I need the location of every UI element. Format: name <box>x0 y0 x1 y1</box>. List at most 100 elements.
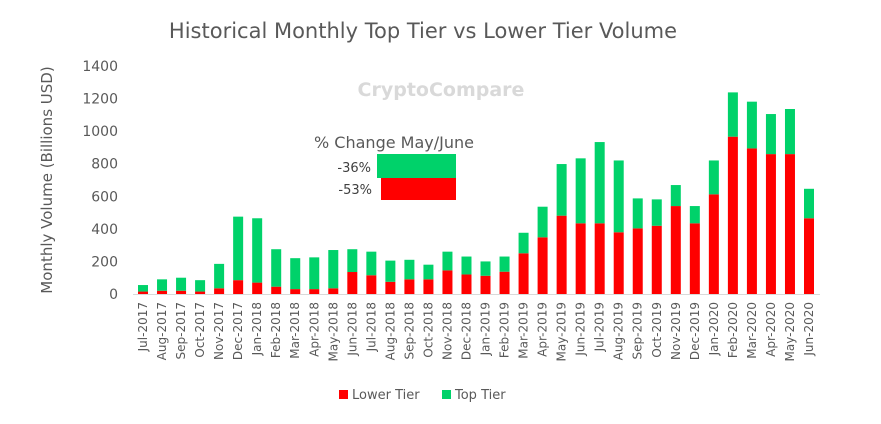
bar-top-tier <box>499 256 510 272</box>
bar-top-tier <box>727 92 738 137</box>
x-tick-label: Jan-2020 <box>707 302 721 356</box>
x-tick-label: Sep-2018 <box>402 302 416 360</box>
y-tick-label: 200 <box>91 254 118 270</box>
bar-lower-tier <box>290 289 301 294</box>
bar-lower-tier <box>442 270 453 294</box>
bar-lower-tier <box>746 148 757 294</box>
bar-lower-tier <box>309 289 320 294</box>
y-tick-label: 1400 <box>82 59 118 75</box>
y-tick-label: 1000 <box>82 124 118 140</box>
bar-lower-tier <box>689 223 700 294</box>
bar-lower-tier <box>651 225 662 294</box>
x-tick-label: May-2020 <box>783 302 797 361</box>
bar-top-tier <box>537 206 548 238</box>
x-tick-label: Nov-2019 <box>669 302 683 360</box>
x-tick-label: May-2019 <box>555 302 569 361</box>
bar-lower-tier <box>480 275 491 294</box>
bar-top-tier <box>157 279 168 291</box>
y-tick-label: 0 <box>109 287 118 303</box>
y-tick-label: 800 <box>91 157 118 173</box>
bar-lower-tier <box>556 215 567 294</box>
bar-top-tier <box>252 218 263 283</box>
bar-top-tier <box>290 258 301 290</box>
x-tick-label: Aug-2019 <box>612 302 626 360</box>
bar-lower-tier <box>347 272 358 294</box>
x-tick-label: Jul-2019 <box>593 302 607 352</box>
legend: Lower Tier Top Tier <box>339 388 506 403</box>
bar-lower-tier <box>632 228 643 294</box>
bar-lower-tier <box>670 206 681 294</box>
bar-lower-tier <box>461 274 472 294</box>
bar-lower-tier <box>594 223 605 294</box>
legend-swatch-lower-tier <box>339 390 348 399</box>
bar-lower-tier <box>537 237 548 294</box>
x-tick-label: Nov-2018 <box>440 302 454 360</box>
x-tick-label: Mar-2018 <box>288 302 302 359</box>
bar-top-tier <box>746 101 757 149</box>
bar-lower-tier <box>252 282 263 294</box>
bar-top-tier <box>138 285 148 292</box>
bar-top-tier <box>347 249 358 273</box>
bar-top-tier <box>461 256 472 275</box>
bar-lower-tier <box>157 290 168 294</box>
bar-top-tier <box>195 280 206 292</box>
bar-lower-tier <box>233 280 244 294</box>
bar-lower-tier <box>784 154 795 294</box>
bar-lower-tier <box>708 194 719 294</box>
x-tick-label: Feb-2018 <box>269 302 283 358</box>
bar-top-tier <box>480 261 491 276</box>
bar-lower-tier <box>423 279 434 294</box>
bar-lower-tier <box>366 275 377 294</box>
bar-top-tier <box>309 257 320 290</box>
bar-lower-tier <box>214 288 225 294</box>
bar-top-tier <box>271 249 282 287</box>
legend-label-lower-tier: Lower Tier <box>352 388 420 403</box>
bar-top-tier <box>670 185 681 207</box>
x-tick-label: Dec-2017 <box>231 302 245 360</box>
bar-lower-tier <box>575 223 586 294</box>
x-tick-label: Jul-2018 <box>364 302 378 352</box>
x-tick-label: Feb-2019 <box>498 302 512 358</box>
y-tick-label: 600 <box>91 189 118 205</box>
x-tick-label: Aug-2017 <box>155 302 169 360</box>
x-tick-label: Aug-2018 <box>383 302 397 360</box>
bar-lower-tier <box>499 271 510 294</box>
x-tick-label: Feb-2020 <box>726 302 740 358</box>
annotation-lower-tier-box <box>381 178 456 200</box>
bar-top-tier <box>689 206 700 224</box>
x-tick-label: Dec-2019 <box>688 302 702 360</box>
bar-lower-tier <box>613 232 624 294</box>
legend-swatch-top-tier <box>442 390 451 399</box>
x-tick-label: Apr-2019 <box>536 302 550 357</box>
bar-top-tier <box>176 277 187 291</box>
x-tick-label: Mar-2019 <box>517 302 531 359</box>
bar-top-tier <box>708 160 719 195</box>
bar-top-tier <box>632 198 643 229</box>
x-tick-label: Sep-2019 <box>631 302 645 360</box>
x-tick-label: Jan-2018 <box>250 302 264 356</box>
bar-top-tier <box>613 160 624 233</box>
bar-lower-tier <box>404 279 415 294</box>
annotation-lower-tier-change: -53% <box>338 183 372 198</box>
x-tick-label: Sep-2017 <box>174 302 188 360</box>
bar-lower-tier <box>138 291 148 294</box>
bar-lower-tier <box>195 291 206 294</box>
annotation-title: % Change May/June <box>314 133 474 152</box>
x-tick-label: Mar-2020 <box>745 302 759 359</box>
bar-top-tier <box>366 251 377 276</box>
bar-top-tier <box>556 164 567 216</box>
x-tick-label: Jun-2018 <box>345 302 359 357</box>
x-tick-label: Apr-2020 <box>764 302 778 357</box>
watermark: CryptoCompare <box>358 79 525 101</box>
x-tick-label: Jun-2020 <box>802 302 816 357</box>
x-tick-label: Jan-2019 <box>479 302 493 356</box>
bar-top-tier <box>385 260 396 282</box>
bar-top-tier <box>233 216 244 281</box>
bar-lower-tier <box>271 286 282 294</box>
annotation-top-tier-change: -36% <box>337 161 371 176</box>
chart-title: Historical Monthly Top Tier vs Lower Tie… <box>169 19 677 43</box>
bar-top-tier <box>784 108 795 155</box>
bar-top-tier <box>575 158 586 224</box>
